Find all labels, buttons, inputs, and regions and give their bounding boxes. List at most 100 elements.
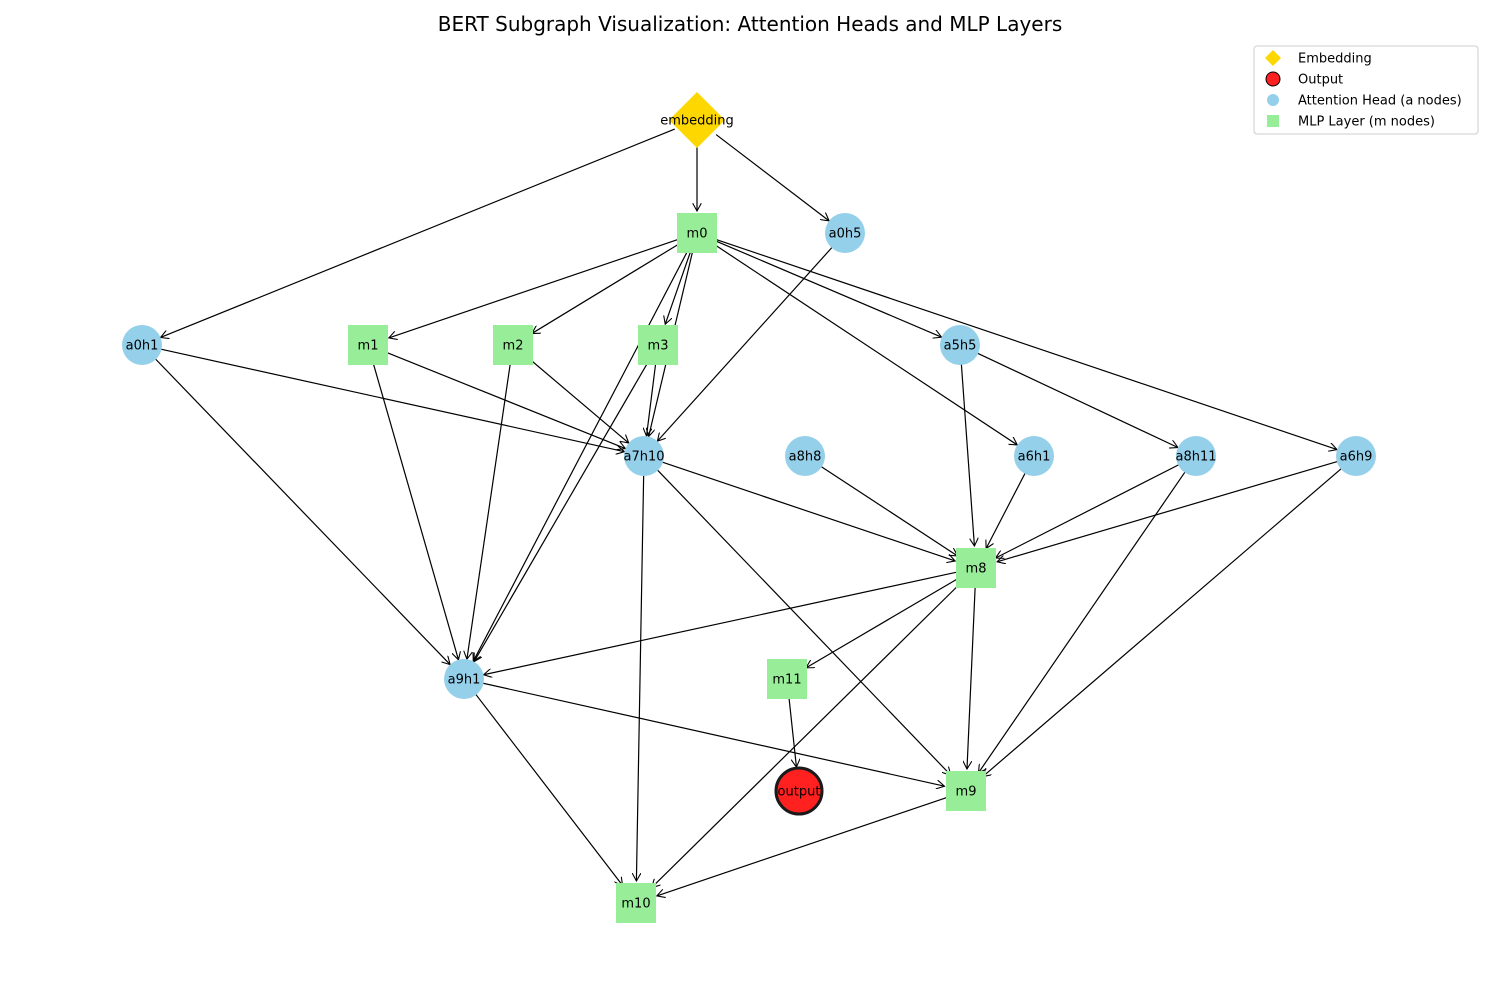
node-m9: m9	[946, 771, 986, 811]
edge-m3-to-a9h1	[474, 360, 650, 662]
node-a8h8: a8h8	[785, 436, 825, 476]
edge-m0-to-m3	[665, 249, 692, 324]
node-a6h1: a6h1	[1014, 436, 1054, 476]
node-embedding: embedding	[660, 92, 734, 148]
edge-m8-to-a9h1	[484, 571, 959, 675]
node-a8h8-label: a8h8	[789, 450, 822, 465]
edge-m11-to-output	[788, 696, 797, 767]
node-a0h5-shape	[825, 213, 865, 253]
legend-marker-output	[1265, 71, 1281, 87]
edges-layer	[152, 128, 1345, 896]
legend-marker-attention	[1267, 94, 1279, 106]
diagram-title: BERT Subgraph Visualization: Attention H…	[438, 12, 1062, 36]
legend-label-output: Output	[1298, 73, 1343, 88]
node-m10-shape	[616, 883, 656, 923]
node-a0h1-label: a0h1	[126, 339, 159, 354]
node-m8-label: m8	[966, 562, 987, 577]
edge-m0-to-a6h9	[713, 238, 1337, 450]
edge-a8h11-to-m8	[996, 462, 1183, 558]
node-a7h10-label: a7h10	[623, 450, 664, 465]
node-m8: m8	[956, 548, 996, 588]
node-a0h1: a0h1	[122, 325, 162, 365]
edge-a8h8-to-m8	[818, 464, 957, 556]
nodes-layer: embedding m0 a0h5 a0h1 m1 m2 m3 a5h5 a7h10 a8h8 a6…	[122, 92, 1376, 923]
edge-m3-to-a7h10	[647, 362, 657, 436]
node-m10-label: m10	[621, 897, 650, 912]
edge-m8-to-m9	[967, 585, 976, 769]
edge-m0-to-a6h1	[711, 242, 1017, 445]
node-m2: m2	[493, 325, 533, 365]
edge-a6h1-to-m8	[986, 469, 1028, 548]
node-a5h5-label: a5h5	[944, 339, 977, 354]
edge-a0h1-to-a9h1	[152, 356, 450, 665]
node-m9-shape	[946, 771, 986, 811]
node-a0h5: a0h5	[825, 213, 865, 253]
node-m1: m1	[348, 325, 388, 365]
node-embedding-shape	[669, 92, 725, 148]
legend-label-embedding: Embedding	[1298, 52, 1372, 67]
node-m9-label: m9	[956, 785, 977, 800]
node-m0-shape	[677, 213, 717, 253]
node-a6h1-shape	[1014, 436, 1054, 476]
node-m11-label: m11	[772, 673, 801, 688]
node-a7h10-shape	[624, 436, 664, 476]
node-a0h1-shape	[122, 325, 162, 365]
edge-a5h5-to-m8	[960, 360, 974, 546]
node-a9h1: a9h1	[444, 659, 484, 699]
node-a8h8-shape	[785, 436, 825, 476]
node-a8h11: a8h11	[1175, 436, 1217, 476]
node-a5h5: a5h5	[940, 325, 980, 365]
edge-a8h11-to-m9	[978, 468, 1188, 773]
legend-marker-embedding	[1265, 50, 1281, 66]
node-a8h11-label: a8h11	[1175, 450, 1216, 465]
legend: Embedding Output Attention Head (a nodes) M…	[1253, 45, 1479, 135]
edge-m0-to-a9h1	[473, 248, 690, 661]
node-output: output	[774, 766, 824, 816]
legend-label-mlp: MLP Layer (m nodes)	[1298, 115, 1435, 130]
node-m11-shape	[767, 659, 807, 699]
edge-a7h10-to-m8	[658, 460, 955, 561]
node-m2-shape	[493, 325, 533, 365]
node-m8-shape	[956, 548, 996, 588]
edge-a7h10-to-m9	[654, 467, 951, 776]
edge-a0h5-to-a7h10	[657, 244, 835, 441]
edge-m8-to-m11	[806, 576, 961, 668]
node-m0-label: m0	[687, 227, 708, 242]
node-a0h5-label: a0h5	[829, 227, 862, 242]
edge-m0-to-a5h5	[713, 239, 942, 337]
node-embedding-label: embedding	[660, 114, 734, 129]
node-a7h10: a7h10	[623, 436, 665, 476]
edge-m2-to-a7h10	[526, 356, 629, 443]
edge-a7h10-to-m10	[636, 471, 645, 881]
edge-embedding-to-a0h1	[161, 128, 675, 337]
node-output-label: output	[778, 785, 821, 800]
node-m1-shape	[348, 325, 388, 365]
edge-a5h5-to-a8h11	[974, 351, 1177, 448]
edge-m2-to-a9h1	[467, 362, 511, 659]
node-m0: m0	[677, 213, 717, 253]
legend-label-attention: Attention Head (a nodes)	[1298, 94, 1462, 109]
edge-embedding-to-a0h5	[715, 134, 829, 221]
node-m3: m3	[638, 325, 678, 365]
node-a6h9-shape	[1336, 436, 1376, 476]
node-m11: m11	[767, 659, 807, 699]
node-m3-shape	[638, 325, 678, 365]
edge-a9h1-to-m10	[473, 691, 623, 886]
edge-m8-to-m10	[652, 580, 964, 888]
node-a9h1-label: a9h1	[448, 673, 481, 688]
legend-box	[1253, 45, 1479, 135]
node-a6h9-label: a6h9	[1340, 450, 1373, 465]
node-a6h1-label: a6h1	[1018, 450, 1051, 465]
edge-a0h1-to-a7h10	[157, 347, 625, 451]
edge-a6h9-to-m9	[983, 465, 1345, 776]
node-m10: m10	[616, 883, 656, 923]
node-m1-label: m1	[358, 339, 379, 354]
edge-a9h1-to-m9	[479, 681, 945, 786]
node-m2-label: m2	[503, 339, 524, 354]
edge-m9-to-m10	[657, 796, 950, 896]
edge-a6h9-to-m8	[997, 459, 1341, 562]
node-output-shape	[774, 766, 824, 816]
node-a5h5-shape	[940, 325, 980, 365]
edge-m0-to-m1	[389, 238, 681, 338]
